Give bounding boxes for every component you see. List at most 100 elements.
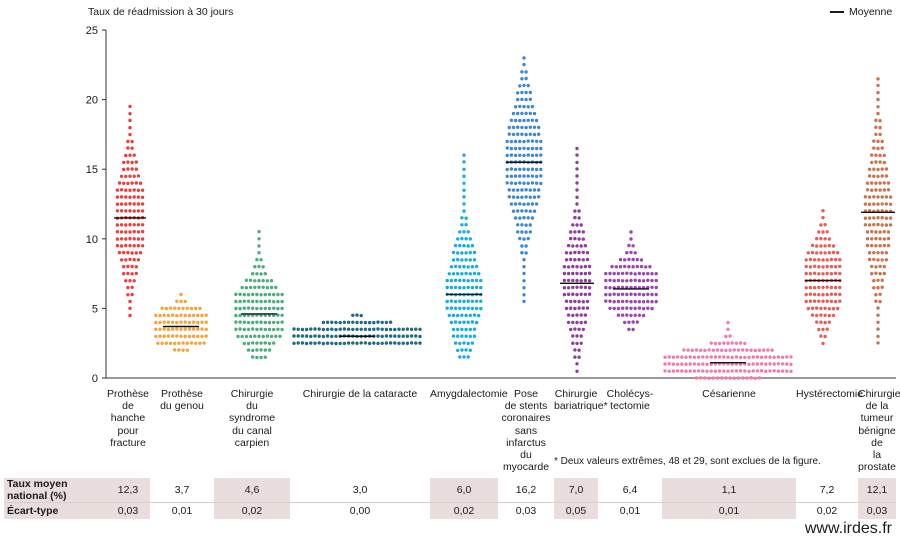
data-point <box>479 306 483 311</box>
data-point <box>713 355 718 359</box>
data-point <box>526 105 530 109</box>
data-point <box>575 313 579 317</box>
data-point <box>627 320 631 324</box>
data-point <box>821 327 825 332</box>
data-point <box>175 299 179 303</box>
data-point <box>639 264 644 269</box>
data-point <box>122 250 126 255</box>
data-point <box>566 320 571 325</box>
data-point <box>838 271 842 276</box>
data-point <box>671 362 676 366</box>
stats-cell: 3,0 <box>290 478 430 503</box>
data-point <box>477 272 481 276</box>
data-point <box>528 209 532 213</box>
category-label: Pose de stents coronaires sans infarctus du m… <box>498 388 554 473</box>
data-point <box>751 362 755 366</box>
data-point <box>158 313 162 318</box>
data-point <box>829 264 834 269</box>
data-point <box>516 132 520 136</box>
data-point <box>878 230 882 234</box>
data-point <box>646 299 650 304</box>
data-point <box>140 229 145 234</box>
data-point <box>414 334 418 338</box>
data-point <box>573 348 577 352</box>
data-point <box>880 278 884 282</box>
data-point <box>513 174 518 178</box>
data-point <box>170 313 175 317</box>
category-label: Prothèse de hanche pour fracture <box>106 388 150 449</box>
data-point <box>654 272 658 276</box>
data-point <box>827 251 831 255</box>
data-point <box>191 334 196 338</box>
data-point <box>196 313 200 318</box>
data-point <box>575 153 579 157</box>
data-point <box>242 341 246 346</box>
data-point <box>663 369 667 373</box>
data-point <box>863 202 868 206</box>
data-point <box>579 313 583 317</box>
data-point <box>675 369 680 373</box>
data-point <box>274 285 278 290</box>
data-point <box>292 327 296 331</box>
data-point <box>259 327 263 331</box>
data-point <box>577 230 581 234</box>
data-point <box>462 160 466 164</box>
data-point <box>194 341 198 345</box>
data-point <box>257 279 261 283</box>
data-point <box>633 292 637 297</box>
data-point <box>730 355 734 360</box>
data-point <box>768 355 772 359</box>
data-point <box>313 334 317 338</box>
data-point <box>874 230 878 234</box>
data-point <box>128 174 132 178</box>
data-point <box>812 286 817 290</box>
data-point <box>516 125 520 129</box>
data-point <box>522 146 526 150</box>
data-point <box>692 355 697 359</box>
data-point <box>130 292 134 297</box>
data-point <box>189 341 194 345</box>
data-point <box>257 244 261 248</box>
data-point <box>680 369 684 373</box>
data-point <box>126 139 130 144</box>
data-point <box>524 188 528 192</box>
data-point <box>566 271 571 276</box>
data-point <box>585 299 590 304</box>
data-point <box>183 334 187 339</box>
data-point <box>577 306 581 310</box>
data-point <box>292 341 296 345</box>
data-point <box>711 376 715 380</box>
data-point <box>583 271 588 276</box>
data-point <box>522 237 526 241</box>
data-point <box>627 243 631 248</box>
data-point <box>562 271 567 276</box>
data-point <box>265 279 270 283</box>
data-point <box>313 327 317 331</box>
data-point <box>472 258 477 262</box>
data-point <box>526 174 530 178</box>
data-point <box>136 174 141 178</box>
data-point <box>764 355 768 359</box>
data-point <box>874 299 878 303</box>
data-point <box>633 278 637 282</box>
data-point <box>202 341 206 345</box>
data-point <box>122 167 126 172</box>
data-point <box>162 320 166 324</box>
data-point <box>466 279 470 283</box>
data-point <box>571 341 575 345</box>
data-point <box>346 320 351 324</box>
data-point <box>526 83 530 88</box>
data-point <box>604 299 608 303</box>
data-point <box>757 376 762 380</box>
data-point <box>616 306 621 311</box>
data-point <box>629 271 633 276</box>
data-point <box>342 341 347 346</box>
data-point <box>507 132 511 136</box>
data-point <box>671 369 676 373</box>
data-point <box>817 299 821 303</box>
data-point <box>722 369 726 373</box>
data-point <box>376 327 380 331</box>
data-point <box>388 320 393 324</box>
data-point <box>587 264 592 269</box>
data-point <box>119 195 124 199</box>
